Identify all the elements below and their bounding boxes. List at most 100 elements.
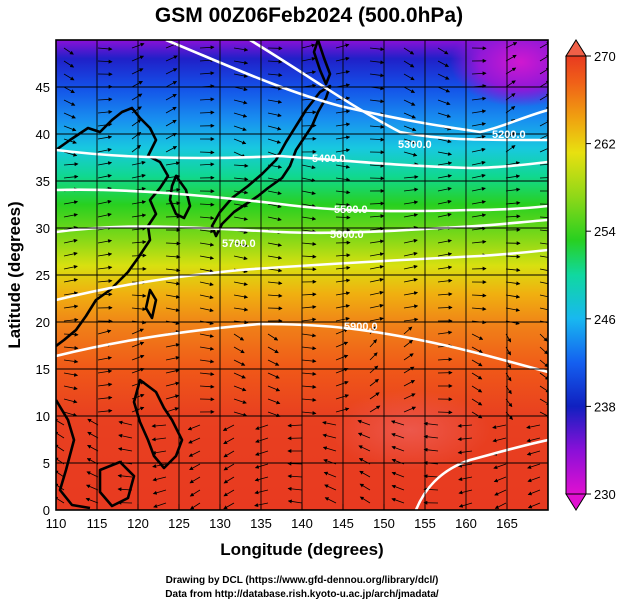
wind-arrow xyxy=(97,239,113,244)
wind-arrow xyxy=(527,476,541,483)
wind-arrow xyxy=(437,73,450,80)
wind-arrow xyxy=(267,73,283,78)
wind-arrow xyxy=(118,420,133,426)
wind-arrow xyxy=(403,393,416,400)
wind-arrow xyxy=(301,317,317,322)
wind-arrow xyxy=(457,437,473,442)
wind-arrow xyxy=(437,212,452,218)
wind-arrow xyxy=(437,199,452,205)
wind-arrow xyxy=(301,216,317,221)
wind-arrow xyxy=(539,268,548,271)
wind-arrow xyxy=(131,144,142,153)
wind-arrow xyxy=(505,145,516,153)
wind-arrow xyxy=(165,355,180,361)
x-tick-label: 160 xyxy=(455,516,477,531)
wind-arrow xyxy=(63,99,76,106)
colorbar-tick-label: 270 xyxy=(594,49,616,64)
wind-arrow xyxy=(97,278,113,283)
coastline-philippines xyxy=(132,378,184,470)
wind-arrow xyxy=(369,378,379,387)
colorbar-tick-label: 262 xyxy=(594,137,616,152)
wind-arrow xyxy=(63,398,78,404)
wind-arrow xyxy=(301,164,316,170)
wind-arrow xyxy=(471,200,487,205)
wind-arrow xyxy=(403,47,415,55)
wind-arrow xyxy=(505,214,521,219)
wind-arrow xyxy=(390,420,405,426)
wind-arrow xyxy=(267,385,281,392)
wind-arrow xyxy=(505,54,517,62)
wind-arrow xyxy=(97,161,113,166)
wind-arrow xyxy=(301,203,317,208)
wind-arrow xyxy=(437,292,453,297)
wind-arrow xyxy=(233,73,248,78)
wind-arrow xyxy=(152,463,167,469)
wind-arrow xyxy=(199,346,215,351)
wind-arrow xyxy=(505,106,516,114)
wind-arrow xyxy=(539,120,548,127)
wind-arrow xyxy=(199,281,214,287)
wind-arrow xyxy=(233,281,248,286)
wind-arrow xyxy=(494,502,507,509)
wind-arrow xyxy=(369,252,385,257)
wind-arrow xyxy=(403,339,414,348)
wind-arrow xyxy=(131,93,143,101)
wind-arrow xyxy=(324,497,337,504)
wind-arrow xyxy=(493,476,507,483)
wind-arrow xyxy=(131,240,147,245)
wind-arrow xyxy=(165,55,178,62)
wind-arrow xyxy=(403,86,416,93)
wind-arrow xyxy=(199,255,215,260)
coastline-japan xyxy=(210,84,332,238)
wind-arrow xyxy=(165,187,181,192)
wind-arrow xyxy=(527,502,541,509)
wind-arrow xyxy=(199,242,215,247)
wind-arrow xyxy=(301,43,316,49)
wind-arrow xyxy=(437,86,451,93)
wind-arrow xyxy=(165,106,177,114)
wind-arrow xyxy=(254,476,269,482)
wind-arrow xyxy=(267,398,281,405)
wind-arrow xyxy=(63,60,75,68)
wind-arrow xyxy=(199,307,214,313)
wind-arrow xyxy=(301,292,317,297)
wind-arrow xyxy=(369,60,385,65)
wind-arrow xyxy=(165,241,181,246)
wind-arrow xyxy=(539,294,548,298)
wind-arrow xyxy=(165,294,181,299)
wind-arrow xyxy=(287,486,303,491)
wind-arrow xyxy=(233,216,248,221)
contour-5300 xyxy=(249,40,548,142)
wind-arrow xyxy=(471,359,483,367)
wind-arrow xyxy=(539,229,548,232)
wind-arrow xyxy=(505,268,521,273)
wind-arrow xyxy=(437,151,452,156)
wind-arrow xyxy=(199,268,214,273)
wind-arrow xyxy=(97,97,113,102)
wind-arrow xyxy=(403,138,417,144)
wind-arrow xyxy=(267,372,280,379)
wind-arrow xyxy=(403,238,418,244)
y-tick-label: 5 xyxy=(43,456,50,471)
wind-arrow xyxy=(267,216,282,222)
wind-arrow xyxy=(358,445,371,452)
wind-arrow xyxy=(505,80,516,88)
contour-label-5200: 5200.0 xyxy=(492,129,526,141)
wind-arrow xyxy=(165,93,177,101)
wind-arrow xyxy=(539,281,548,285)
wind-arrow xyxy=(199,215,215,220)
contour-label-5400: 5400.0 xyxy=(312,153,346,165)
wind-arrow xyxy=(233,112,248,118)
wind-arrow xyxy=(457,423,473,428)
wind-arrow xyxy=(151,437,167,442)
wind-arrow xyxy=(153,502,167,508)
wind-arrow xyxy=(131,119,142,127)
wind-arrow xyxy=(199,162,215,167)
wind-arrow xyxy=(403,264,418,270)
wind-arrow xyxy=(189,489,201,497)
wind-arrow xyxy=(199,229,215,234)
wind-arrow xyxy=(152,476,167,482)
wind-arrow xyxy=(471,372,483,380)
wind-arrow xyxy=(233,294,249,299)
wind-arrow xyxy=(369,290,384,296)
